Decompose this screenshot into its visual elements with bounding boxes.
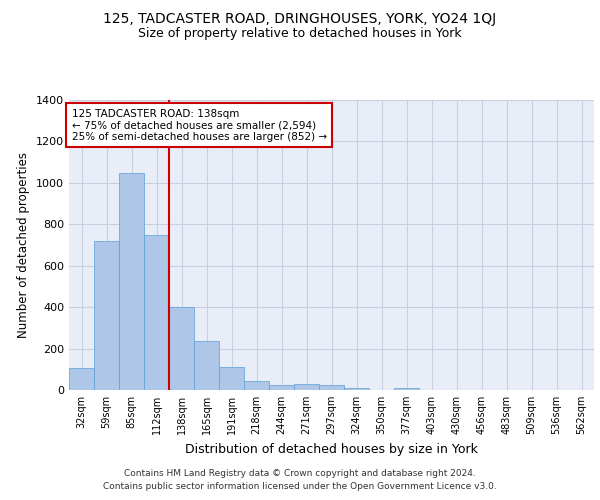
Bar [269, 385, 294, 390]
Bar [119, 172, 144, 390]
Text: Contains HM Land Registry data © Crown copyright and database right 2024.: Contains HM Land Registry data © Crown c… [124, 468, 476, 477]
Bar [294, 384, 319, 390]
Bar [319, 386, 344, 390]
Y-axis label: Number of detached properties: Number of detached properties [17, 152, 31, 338]
Text: 125, TADCASTER ROAD, DRINGHOUSES, YORK, YO24 1QJ: 125, TADCASTER ROAD, DRINGHOUSES, YORK, … [103, 12, 497, 26]
Bar [94, 241, 119, 390]
Text: 125 TADCASTER ROAD: 138sqm
← 75% of detached houses are smaller (2,594)
25% of s: 125 TADCASTER ROAD: 138sqm ← 75% of deta… [71, 108, 327, 142]
X-axis label: Distribution of detached houses by size in York: Distribution of detached houses by size … [185, 442, 478, 456]
Text: Contains public sector information licensed under the Open Government Licence v3: Contains public sector information licen… [103, 482, 497, 491]
Bar [144, 234, 169, 390]
Bar [394, 388, 419, 390]
Bar [219, 367, 244, 390]
Text: Size of property relative to detached houses in York: Size of property relative to detached ho… [138, 28, 462, 40]
Bar [69, 368, 94, 390]
Bar [344, 388, 369, 390]
Bar [169, 307, 194, 390]
Bar [244, 380, 269, 390]
Bar [194, 342, 219, 390]
